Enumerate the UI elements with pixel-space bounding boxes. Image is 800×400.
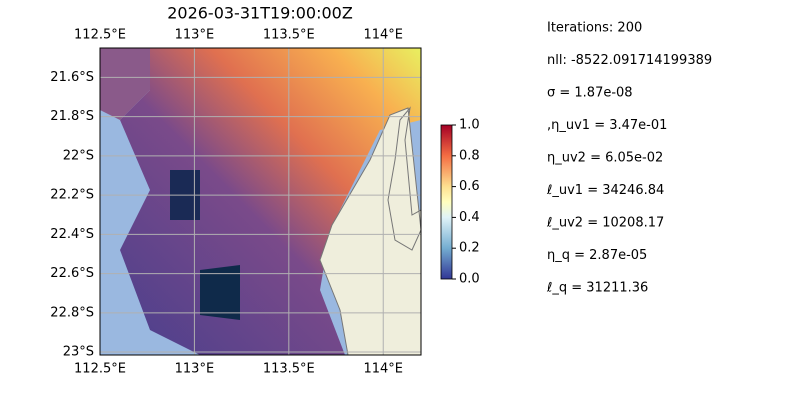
lon-tick-label-top: 114°E <box>363 28 403 43</box>
annotation: Iterations: 200 <box>547 21 642 36</box>
colorbar-tick-label: 0.0 <box>459 272 480 287</box>
lon-tick-label-bottom: 114°E <box>363 362 403 377</box>
annotation: ℓ_q = 31211.36 <box>546 281 648 296</box>
lon-tick-label-top: 113°E <box>175 28 215 43</box>
lon-tick-label-top: 113.5°E <box>263 28 315 43</box>
annotation: η_uv2 = 6.05e-02 <box>547 151 663 166</box>
lon-tick-label-bottom: 112.5°E <box>74 362 126 377</box>
lat-tick-label: 22.4°S <box>50 227 94 242</box>
annotation: η_q = 2.87e-05 <box>547 248 647 263</box>
field <box>120 48 421 355</box>
lon-tick-label-bottom: 113.5°E <box>263 362 315 377</box>
axes-frame <box>99 47 422 356</box>
lat-tick-label: 22.8°S <box>50 305 94 320</box>
annotation: nll: -8522.091714199389 <box>547 53 712 68</box>
lat-tick-label: 21.6°S <box>50 70 94 85</box>
lat-tick-label: 21.8°S <box>50 109 94 124</box>
colorbar-tick-label: 1.0 <box>459 118 480 133</box>
annotation: ,η_uv1 = 3.47e-01 <box>547 118 667 133</box>
lon-tick-label-top: 112.5°E <box>74 28 126 43</box>
title: 2026-03-31T19:00:00Z <box>167 4 353 23</box>
field-dark <box>200 265 240 320</box>
lat-tick-label: 22.2°S <box>50 188 94 203</box>
annotation: ℓ_uv1 = 34246.84 <box>546 183 664 198</box>
map-area <box>100 48 421 355</box>
colorbar-tick-label: 0.2 <box>459 241 480 256</box>
annotation: ℓ_uv2 = 10208.17 <box>546 216 664 231</box>
lat-tick-label: 22°S <box>63 148 94 163</box>
annotation: σ = 1.87e-08 <box>547 86 633 101</box>
grid <box>99 48 421 355</box>
lat-tick-label: 22.6°S <box>50 266 94 281</box>
lat-tick-label: 23°S <box>63 345 94 360</box>
colorbar-tick-label: 0.6 <box>459 179 480 194</box>
lon-tick-label-bottom: 113°E <box>175 362 215 377</box>
colorbar-tick-label: 0.8 <box>459 148 480 163</box>
colorbar <box>440 124 453 280</box>
field <box>100 48 150 120</box>
land <box>319 106 421 355</box>
colorbar-tick-label: 0.4 <box>459 210 480 225</box>
